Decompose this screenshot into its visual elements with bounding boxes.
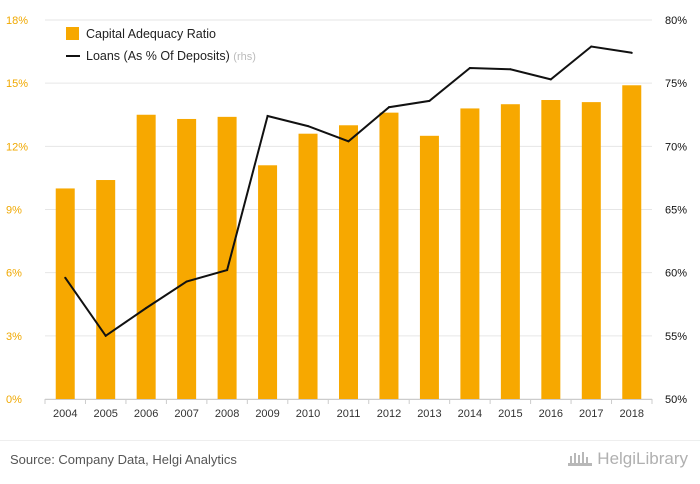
y-left-tick-label: 12% [6, 141, 28, 153]
bar [298, 133, 318, 399]
x-tick-label: 2012 [377, 408, 401, 420]
loans-point [226, 269, 229, 272]
x-tick-label: 2013 [417, 408, 441, 420]
x-tick-label: 2006 [134, 408, 158, 420]
y-right-tick-label: 75% [665, 78, 687, 90]
bar [217, 116, 237, 399]
loans-point [428, 99, 431, 102]
bar [419, 135, 439, 400]
loans-point [104, 334, 107, 337]
x-tick-label: 2016 [539, 408, 563, 420]
bar [258, 165, 278, 399]
y-left-tick-label: 9% [6, 205, 22, 217]
footer: Source: Company Data, Helgi Analytics He… [0, 440, 700, 484]
brand-name: HelgiLibrary [597, 449, 688, 468]
bar [55, 188, 75, 399]
y-right-tick-label: 65% [665, 205, 687, 217]
x-tick-label: 2004 [53, 408, 77, 420]
loans-point [468, 67, 471, 70]
bar [177, 118, 197, 399]
y-left-tick-label: 18% [6, 15, 28, 27]
bar [622, 85, 642, 400]
y-left-tick-label: 0% [6, 394, 22, 406]
y-left-tick-label: 15% [6, 78, 28, 90]
y-right-tick-label: 70% [665, 141, 687, 153]
brand-logo: HelgiLibrary [567, 449, 688, 469]
chart: 0% 3% 6% 9% 12% 15% 18% 50% 55% 60% 65% 70% 75% 80% 20… [6, 15, 687, 420]
x-tick-label: 2011 [337, 408, 361, 420]
bar [500, 104, 520, 399]
y-right-tick-label: 50% [665, 394, 687, 406]
y-left-tick-label: 6% [6, 268, 22, 280]
y-right-tick-label: 60% [665, 268, 687, 280]
y-right-tick-label: 55% [665, 331, 687, 343]
legend-rhs-note: (rhs) [233, 51, 256, 63]
x-tick-label: 2014 [458, 408, 482, 420]
x-tick-label: 2008 [215, 408, 239, 420]
bar [379, 112, 399, 400]
loans-point [509, 68, 512, 71]
loans-point [387, 106, 390, 109]
bar [339, 125, 358, 400]
legend-label-bar: Capital Adequacy Ratio [86, 27, 216, 41]
loans-point [145, 307, 148, 310]
bar [581, 102, 601, 399]
y-left-tick-label: 3% [6, 331, 22, 343]
x-tick-label: 2010 [296, 408, 320, 420]
legend-swatch-bar [66, 27, 79, 40]
bar [96, 180, 116, 399]
x-tick-label: 2009 [255, 408, 279, 420]
library-icon [568, 452, 593, 466]
x-tick-label: 2015 [498, 408, 522, 420]
loans-point [185, 280, 188, 283]
loans-point [64, 276, 67, 279]
loans-point [266, 115, 269, 118]
legend-label-line: Loans (As % Of Deposits) (rhs) [86, 49, 256, 63]
bar [460, 108, 480, 399]
y-right-tick-label: 80% [665, 15, 687, 27]
loans-point [307, 125, 310, 128]
x-tick-label: 2005 [93, 408, 117, 420]
x-tick-label: 2007 [174, 408, 198, 420]
source-text: Source: Company Data, Helgi Analytics [10, 452, 237, 467]
bar [541, 100, 561, 399]
loans-point [347, 140, 350, 143]
loans-point [549, 78, 552, 81]
loans-point [590, 45, 593, 48]
x-tick-label: 2018 [620, 408, 644, 420]
x-tick-label: 2017 [579, 408, 603, 420]
bar [136, 114, 156, 399]
loans-point [630, 51, 633, 54]
